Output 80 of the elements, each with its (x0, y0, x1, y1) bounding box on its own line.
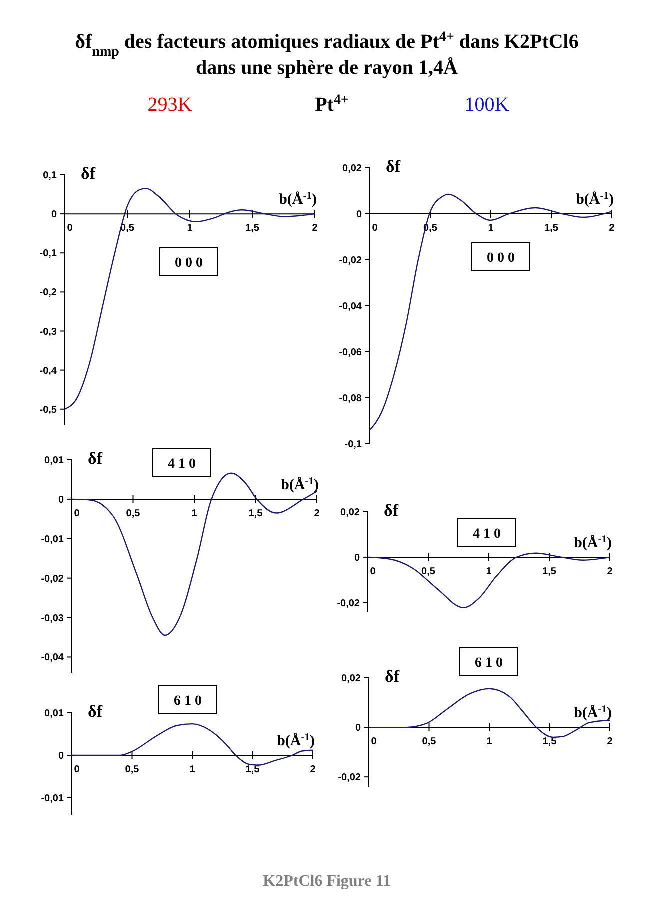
y-tick-label: -0,08 (339, 394, 362, 404)
x-tick-label: 0,5 (125, 764, 140, 776)
y-tick-label: 0 (51, 210, 58, 221)
y-tick-label: -0,4 (40, 366, 58, 377)
y-axis-title: δf (384, 501, 399, 520)
y-tick-label: -0,1 (40, 248, 58, 260)
x-tick-label: 1 (190, 764, 196, 776)
x-tick-label: 1,5 (542, 566, 557, 578)
y-tick-label: -0,04 (339, 302, 362, 312)
x-tick-label: 0 (371, 736, 378, 748)
chart-title: 6 1 0 (174, 694, 202, 709)
x-tick-label: 1 (486, 566, 492, 578)
y-tick-label: 0,02 (342, 674, 362, 684)
y-tick-label: 0 (354, 552, 360, 564)
text: 100K (464, 94, 510, 116)
y-tick-label: -0,02 (337, 598, 360, 610)
x-tick-label: 1,5 (246, 223, 260, 234)
x-tick-label: 0 (372, 223, 378, 234)
y-tick-label: -0,5 (40, 404, 58, 416)
x-tick-label: 1,5 (246, 764, 260, 776)
x-tick-label: 0 (370, 566, 376, 578)
text: K2PtCl6 Figure 11 (263, 873, 391, 890)
y-tick-label: -0,01 (41, 534, 64, 546)
x-tick-label: 1 (486, 736, 493, 748)
x-tick-label: 2 (312, 223, 318, 234)
y-tick-label: 0 (355, 723, 362, 734)
y-tick-label: 0,02 (340, 508, 360, 518)
y-tick-label: 0 (58, 494, 64, 506)
x-tick-label: 2 (609, 223, 616, 234)
y-tick-label: -0,3 (40, 326, 58, 338)
y-tick-label: -0,04 (41, 652, 64, 664)
y-tick-label: 0,1 (43, 170, 58, 182)
x-tick-label: 1,5 (544, 223, 559, 234)
y-tick-label: -0,2 (40, 288, 58, 299)
y-axis-title: δf (88, 449, 103, 468)
x-tick-label: 2 (314, 508, 320, 520)
x-tick-label: 0,5 (422, 566, 436, 578)
x-tick-label: 1 (192, 508, 198, 520)
x-tick-label: 0 (74, 764, 80, 776)
y-tick-label: 0 (356, 210, 362, 220)
x-tick-label: 0,5 (126, 508, 141, 520)
y-axis-title: δf (385, 667, 400, 686)
x-axis-title: b(Å$^{-1}$) (576, 190, 614, 208)
y-tick-label: -0,03 (41, 613, 64, 624)
y-tick-label: -0,01 (41, 794, 64, 804)
x-tick-label: 2 (607, 566, 614, 578)
y-axis-title: δf (88, 702, 103, 721)
y-tick-label: -0,02 (41, 574, 64, 585)
text: Pt$^{4+}$ (315, 92, 349, 116)
x-tick-label: 2 (310, 764, 316, 776)
y-tick-label: 0,01 (44, 456, 64, 466)
x-tick-label: 2 (607, 736, 614, 748)
y-tick-label: -0,02 (339, 256, 362, 266)
text: dans une sphère de rayon 1,4Å (196, 57, 458, 79)
x-tick-label: 0 (74, 508, 80, 520)
y-tick-label: 0,01 (44, 708, 64, 720)
y-axis-title: δf (81, 164, 96, 183)
x-axis-title: b(Å$^{-1}$) (574, 534, 612, 552)
x-axis-title: b(Å$^{-1}$) (277, 732, 315, 750)
chart-title: 6 1 0 (475, 656, 503, 671)
text: 0 0 0 (175, 256, 203, 271)
text: 4 1 0 (473, 527, 501, 542)
x-tick-label: 1,5 (542, 736, 558, 748)
chart-title: 4 1 0 (168, 457, 196, 472)
x-tick-label: 1 (488, 223, 494, 234)
text: 293K (148, 94, 193, 116)
y-tick-label: 0,02 (342, 164, 362, 174)
y-axis-title: δf (386, 157, 401, 176)
x-axis-title: b(Å$^{-1}$) (574, 704, 612, 722)
x-axis-title: b(Å$^{-1}$) (281, 476, 319, 494)
y-tick-label: 0 (58, 751, 64, 762)
y-tick-label: -0,02 (338, 772, 362, 784)
text: 0 0 0 (487, 251, 515, 266)
x-tick-label: 1,5 (248, 508, 264, 520)
x-tick-label: 0 (67, 223, 74, 234)
x-tick-label: 0,5 (422, 736, 437, 748)
x-tick-label: 1 (187, 223, 194, 234)
x-axis-title: b(Å$^{-1}$) (279, 190, 317, 208)
y-tick-label: -0,06 (339, 348, 362, 358)
y-tick-label: -0,1 (344, 440, 362, 450)
